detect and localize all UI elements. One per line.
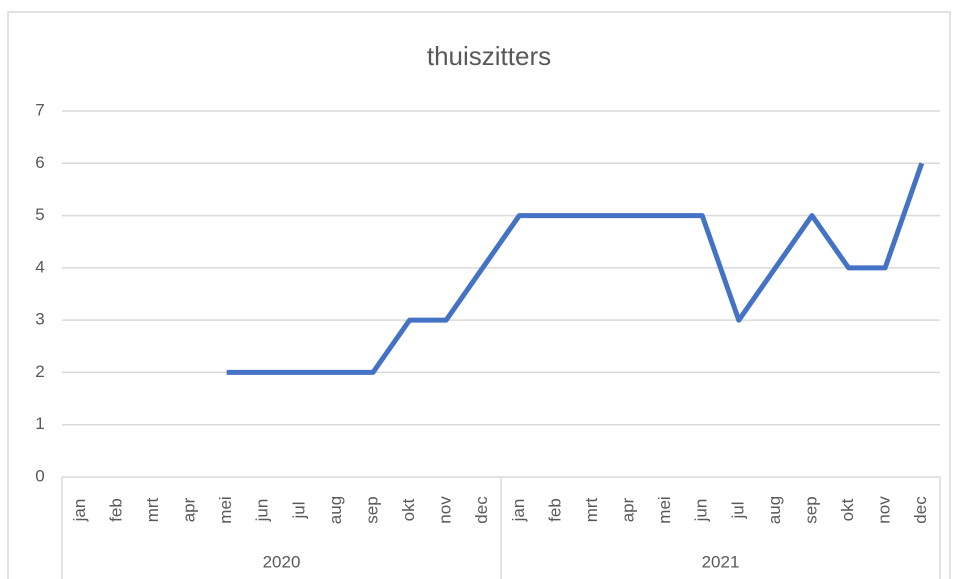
- x-tick-label: sep: [362, 496, 381, 523]
- x-tick-label: feb: [106, 498, 125, 522]
- y-tick-label: 4: [35, 257, 44, 276]
- x-tick-label: jan: [509, 499, 528, 523]
- x-tick-label: apr: [619, 497, 638, 522]
- x-tick-label: dec: [911, 496, 930, 524]
- chart-title: thuiszitters: [427, 41, 551, 71]
- x-tick-label: nov: [875, 496, 894, 524]
- chart-area: [7, 11, 951, 579]
- x-tick-label: dec: [472, 496, 491, 524]
- y-tick-label: 0: [35, 466, 44, 485]
- x-tick-label: feb: [545, 498, 564, 522]
- x-tick-label: jan: [70, 499, 89, 523]
- x-tick-label: nov: [436, 496, 455, 524]
- x-tick-label: jul: [728, 501, 747, 519]
- x-tick-label: mei: [216, 496, 235, 523]
- y-tick-label: 2: [35, 362, 44, 381]
- y-tick-label: 3: [35, 310, 44, 329]
- y-tick-label: 5: [35, 205, 44, 224]
- y-tick-label: 1: [35, 414, 44, 433]
- x-tick-label: jun: [692, 499, 711, 523]
- group-label: 2020: [263, 552, 301, 571]
- group-label: 2021: [702, 552, 740, 571]
- x-tick-label: apr: [180, 497, 199, 522]
- y-tick-label: 6: [35, 153, 44, 172]
- x-tick-label: mrt: [582, 497, 601, 522]
- x-tick-label: mrt: [143, 497, 162, 522]
- x-tick-label: okt: [399, 498, 418, 521]
- x-tick-label: okt: [838, 498, 857, 521]
- x-tick-label: sep: [801, 496, 820, 523]
- x-tick-label: jun: [253, 499, 272, 523]
- y-tick-label: 7: [35, 100, 44, 119]
- x-tick-label: jul: [289, 501, 308, 519]
- x-tick-label: aug: [765, 496, 784, 524]
- x-tick-label: mei: [655, 496, 674, 523]
- x-tick-label: aug: [326, 496, 345, 524]
- line-series: [226, 162, 925, 375]
